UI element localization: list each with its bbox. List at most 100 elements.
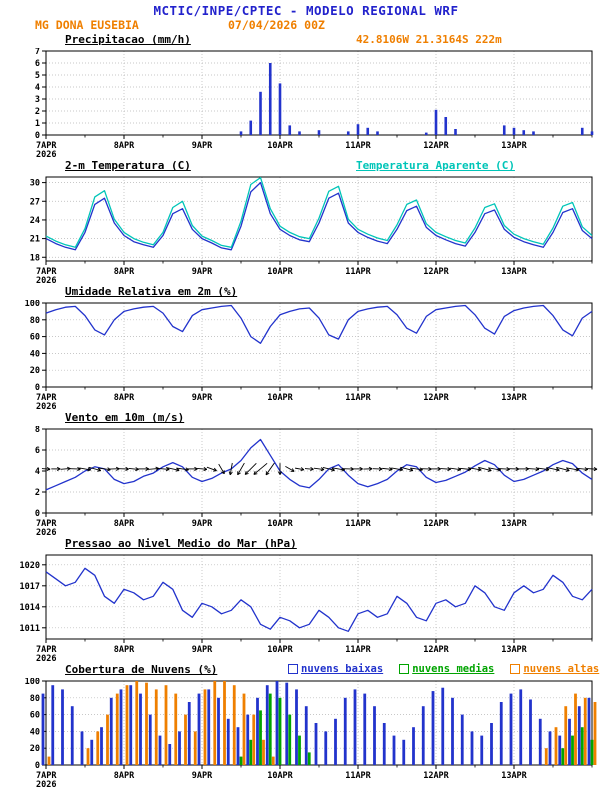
svg-text:8APR: 8APR <box>114 393 135 403</box>
wind-title: Vento em 10m (m/s) <box>65 411 185 424</box>
svg-text:8APR: 8APR <box>114 645 135 655</box>
svg-text:1017: 1017 <box>20 582 40 592</box>
svg-text:8APR: 8APR <box>114 141 135 151</box>
svg-text:11APR: 11APR <box>345 771 371 781</box>
svg-text:11APR: 11APR <box>345 141 371 151</box>
svg-text:100: 100 <box>25 678 40 687</box>
svg-text:2026: 2026 <box>36 402 56 411</box>
svg-text:10APR: 10APR <box>267 645 293 655</box>
cloud-cover-title: Cobertura de Nuvens (%) <box>65 663 218 676</box>
svg-text:30: 30 <box>30 179 40 189</box>
svg-text:60: 60 <box>30 333 40 343</box>
svg-text:4: 4 <box>35 83 40 93</box>
svg-text:13APR: 13APR <box>501 519 527 529</box>
svg-text:80: 80 <box>30 316 40 326</box>
svg-text:7APR: 7APR <box>36 393 57 403</box>
legend-item-medium-clouds: nuvens medias <box>399 663 494 675</box>
svg-text:7APR: 7APR <box>36 519 57 529</box>
svg-text:13APR: 13APR <box>501 771 527 781</box>
svg-text:4: 4 <box>35 467 40 477</box>
svg-text:10APR: 10APR <box>267 393 293 403</box>
svg-text:6: 6 <box>35 59 40 69</box>
svg-text:9APR: 9APR <box>192 141 213 151</box>
panel-wind: Vento em 10m (m/s) 7APR 8APR 9APR 10APR 11AP… <box>0 411 612 537</box>
svg-text:8APR: 8APR <box>114 519 135 529</box>
svg-text:12APR: 12APR <box>423 267 449 277</box>
svg-text:3: 3 <box>35 95 40 105</box>
report-title: MCTIC/INPE/CPTEC - MODELO REGIONAL WRF <box>153 3 459 18</box>
svg-text:11APR: 11APR <box>345 267 371 277</box>
svg-text:21: 21 <box>30 235 40 245</box>
svg-text:2026: 2026 <box>36 654 56 663</box>
svg-text:27: 27 <box>30 197 40 207</box>
panel-pressure: Pressao ao Nivel Medio do Mar (hPa) 7APR… <box>0 537 612 663</box>
svg-text:40: 40 <box>30 727 40 737</box>
svg-text:18: 18 <box>30 253 40 263</box>
svg-text:7APR: 7APR <box>36 141 57 151</box>
svg-text:80: 80 <box>30 694 40 704</box>
svg-text:7: 7 <box>35 48 40 57</box>
svg-text:8APR: 8APR <box>114 771 135 781</box>
svg-text:13APR: 13APR <box>501 645 527 655</box>
low-clouds-swatch <box>288 664 298 674</box>
svg-text:7APR: 7APR <box>36 267 57 277</box>
humidity-title: Umidade Relativa em 2m (%) <box>65 285 238 298</box>
panel-cloud-cover: Cobertura de Nuvens (%) nuvens baixas nu… <box>0 663 612 789</box>
panel-temperature: 2-m Temperatura (C) Temperatura Aparente… <box>0 159 612 285</box>
high-clouds-label: nuvens altas <box>523 663 600 675</box>
svg-text:0: 0 <box>35 383 40 393</box>
svg-text:2: 2 <box>35 488 40 498</box>
medium-clouds-label: nuvens medias <box>412 663 495 675</box>
location-coordinates: 42.8106W 21.3164S 222m <box>356 33 502 46</box>
svg-text:1: 1 <box>35 119 40 129</box>
svg-text:13APR: 13APR <box>501 393 527 403</box>
svg-text:0: 0 <box>35 509 40 519</box>
cloud-panel-head: Cobertura de Nuvens (%) nuvens baixas nu… <box>0 663 612 678</box>
model-run-datetime: 07/04/2026 00Z <box>228 18 325 32</box>
svg-text:9APR: 9APR <box>192 267 213 277</box>
svg-text:12APR: 12APR <box>423 771 449 781</box>
svg-text:2026: 2026 <box>36 780 56 789</box>
svg-text:13APR: 13APR <box>501 267 527 277</box>
pressure-title: Pressao ao Nivel Medio do Mar (hPa) <box>65 537 297 550</box>
svg-text:2026: 2026 <box>36 150 56 159</box>
svg-text:20: 20 <box>30 366 40 376</box>
panel-precipitation: Precipitacao (mm/h) 42.8106W 21.3164S 22… <box>0 33 612 159</box>
svg-text:0: 0 <box>35 761 40 771</box>
svg-text:11APR: 11APR <box>345 645 371 655</box>
temperature-chart: 7APR 8APR 9APR 10APR 11APR 12APR 13APR 2026 18 21… <box>30 176 593 285</box>
svg-text:9APR: 9APR <box>192 645 213 655</box>
svg-text:0: 0 <box>35 131 40 141</box>
svg-text:10APR: 10APR <box>267 771 293 781</box>
high-clouds-swatch <box>510 664 521 674</box>
humidity-panel-head: Umidade Relativa em 2m (%) <box>0 285 612 300</box>
svg-text:9APR: 9APR <box>192 519 213 529</box>
wind-panel-head: Vento em 10m (m/s) <box>0 411 612 426</box>
svg-text:12APR: 12APR <box>423 519 449 529</box>
temperature-title: 2-m Temperatura (C) <box>65 159 191 172</box>
svg-text:2026: 2026 <box>36 276 56 285</box>
temperature-panel-head: 2-m Temperatura (C) Temperatura Aparente… <box>0 159 612 174</box>
svg-text:1011: 1011 <box>20 624 40 634</box>
medium-clouds-swatch <box>399 664 410 674</box>
svg-text:13APR: 13APR <box>501 141 527 151</box>
legend-item-low-clouds: nuvens baixas <box>288 663 383 675</box>
apparent-temperature-label: Temperatura Aparente (C) <box>356 159 515 172</box>
wind-chart: 7APR 8APR 9APR 10APR 11APR 12APR 13APR 2026 0 2 4 6… <box>35 426 598 537</box>
svg-text:6: 6 <box>35 446 40 456</box>
svg-text:10APR: 10APR <box>267 519 293 529</box>
header-subtitle-row: MG DONA EUSEBIA 07/04/2026 00Z <box>0 18 612 33</box>
svg-text:8: 8 <box>35 426 40 435</box>
svg-text:9APR: 9APR <box>192 393 213 403</box>
svg-text:7APR: 7APR <box>36 645 57 655</box>
humidity-chart: 7APR 8APR 9APR 10APR 11APR 12APR 13APR 2026 0 20 4… <box>25 300 593 411</box>
svg-text:8APR: 8APR <box>114 267 135 277</box>
svg-text:2: 2 <box>35 107 40 117</box>
svg-text:12APR: 12APR <box>423 393 449 403</box>
pressure-panel-head: Pressao ao Nivel Medio do Mar (hPa) <box>0 537 612 552</box>
precipitation-title: Precipitacao (mm/h) <box>65 33 191 46</box>
svg-text:100: 100 <box>25 300 40 309</box>
svg-text:12APR: 12APR <box>423 141 449 151</box>
cloud-cover-chart: 7APR 8APR 9APR 10APR 11APR 12APR 13APR 2026 0 20 4… <box>25 678 597 789</box>
